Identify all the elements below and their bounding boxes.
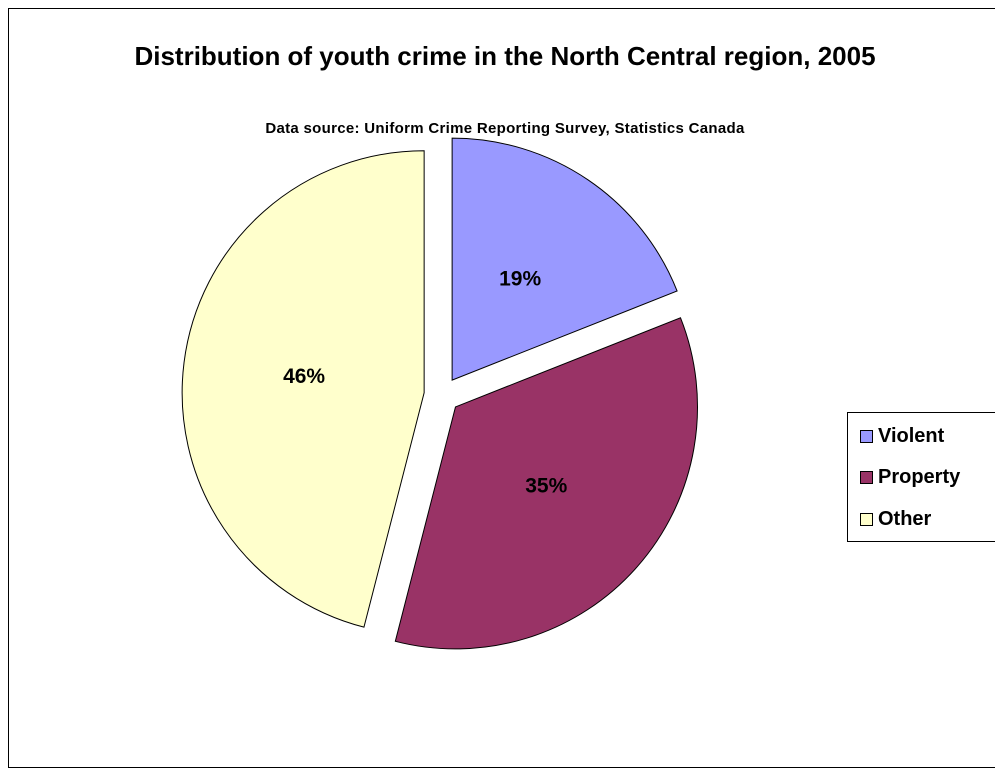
pie-slice-violent (451, 137, 678, 381)
pie-slice-property (394, 317, 698, 650)
legend-item-property: Property (860, 465, 960, 489)
legend-swatch-violent (860, 429, 873, 443)
slice-label-property: 35% (525, 474, 567, 497)
legend-label-violent: Violent (878, 424, 945, 447)
legend-item-other: Other (860, 507, 931, 531)
legend-swatch-property (860, 470, 873, 484)
chart-title: Distribution of youth crime in the North… (134, 41, 876, 71)
legend-label-other: Other (878, 507, 932, 530)
slice-label-other: 46% (283, 365, 325, 388)
legend: Violent Property Other (847, 412, 995, 542)
pie-slice-other (181, 150, 425, 628)
legend-label-property: Property (878, 465, 961, 488)
legend-swatch-other (860, 512, 873, 526)
legend-item-violent: Violent (860, 424, 944, 448)
chart-subtitle: Data source: Uniform Crime Reporting Sur… (265, 120, 745, 137)
slice-label-violent: 19% (499, 268, 541, 291)
pie-chart: 19% 35% 46% (181, 137, 698, 650)
